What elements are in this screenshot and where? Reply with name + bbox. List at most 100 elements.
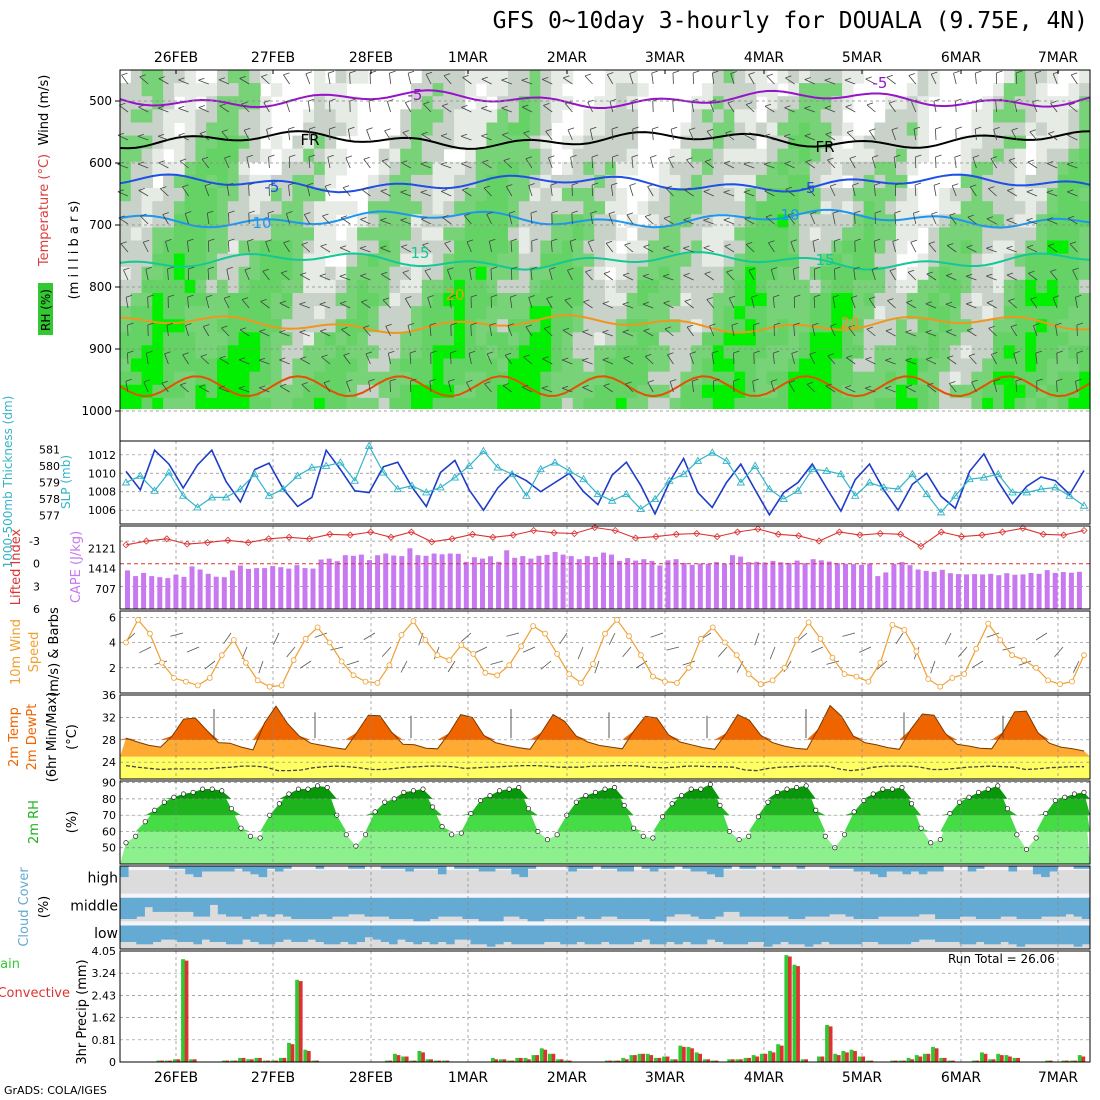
li-marker [489, 533, 497, 541]
rh-cell [712, 358, 725, 373]
rh-cell [1079, 135, 1091, 150]
wind10-barb [958, 646, 968, 658]
rh-cell [249, 188, 261, 202]
wind-barb [868, 298, 876, 309]
wind-barb [726, 269, 733, 273]
rh-cell [691, 384, 703, 399]
wind-barb [1032, 101, 1038, 113]
rh-cell [281, 358, 294, 373]
rh-cell [1057, 188, 1070, 202]
wind-barb [201, 156, 209, 160]
rh-cell [206, 358, 218, 373]
rh-cell [745, 384, 757, 399]
rh-cell [389, 279, 401, 294]
rh-cell [497, 240, 509, 255]
wind-barb [629, 73, 634, 85]
rh-cell [1079, 227, 1091, 242]
li-marker [346, 531, 354, 539]
wind10-barb [842, 632, 856, 637]
thickness-marker [636, 504, 646, 513]
wind-barb [501, 77, 508, 81]
precip-convective-bar [437, 1060, 442, 1062]
rh-cell [238, 253, 250, 268]
rh-cell [270, 201, 283, 215]
rh-cell [1003, 253, 1016, 268]
wind-barb [664, 328, 674, 337]
wind-barb [138, 188, 145, 191]
rh-cell [400, 227, 412, 242]
rh-cell [702, 358, 714, 373]
rh-cell [852, 135, 865, 150]
rh-cell [1046, 397, 1059, 412]
rh-cell [572, 148, 585, 163]
precip-convective-bar [502, 1059, 507, 1062]
wind-barb [1034, 70, 1042, 74]
wind-barb [865, 358, 876, 365]
wind-barb [322, 215, 331, 225]
li-marker [632, 534, 640, 542]
rh-cell [1025, 188, 1037, 202]
rh-cell [702, 83, 714, 97]
cape-bar [713, 562, 719, 609]
rh-cell [1068, 83, 1080, 97]
rh-cell [227, 240, 240, 255]
cape-bar [205, 573, 211, 609]
rh-cell [820, 201, 832, 215]
wind-barb [608, 213, 614, 225]
precip-total-bar [686, 1046, 691, 1062]
rh-cell [852, 214, 865, 228]
wind-barb [286, 99, 293, 102]
wind-barb [869, 128, 876, 132]
rh-cell [755, 371, 768, 386]
rh-cell [540, 227, 552, 242]
rh-cell [389, 358, 401, 373]
wind-barb [400, 219, 411, 225]
precip-convective-bar [731, 1059, 735, 1062]
rh-cell [723, 253, 735, 268]
wind-barb [643, 328, 650, 332]
wind-barb [910, 242, 917, 253]
rh2m-marker [755, 814, 761, 820]
rh-cell [993, 188, 1005, 202]
precip-convective-bar [559, 1059, 564, 1062]
wind-barb [241, 101, 248, 105]
rh-cell [314, 174, 326, 189]
rh-cell [658, 319, 671, 333]
cloud-bar [217, 925, 227, 942]
rh-cell [755, 83, 768, 97]
wind-barb [784, 161, 791, 164]
wind-barb [339, 273, 346, 277]
rh-cell [432, 371, 444, 386]
rh-cell [863, 266, 876, 281]
rh-cell [540, 358, 552, 373]
wind-barb [550, 240, 553, 253]
wind-barb [946, 357, 957, 365]
precip-total-bar [1004, 1055, 1009, 1062]
rh-cell [820, 96, 832, 110]
cloud-bar [454, 897, 463, 917]
rh-cell [335, 122, 347, 137]
wind10-barb [223, 632, 232, 644]
cloud-bar [315, 897, 325, 919]
wind-barb [768, 242, 775, 253]
rh-cell [141, 83, 153, 97]
rh-cell [583, 319, 595, 333]
rh-cell [809, 201, 822, 215]
rh-cell [378, 227, 391, 242]
rh-cell [658, 161, 671, 176]
cape-bar [657, 565, 663, 609]
wind-barb [751, 297, 755, 309]
cloud-bar [356, 866, 365, 869]
precip-convective-bar [975, 1060, 980, 1062]
rh-cell [281, 384, 294, 399]
rh-cell [324, 96, 337, 110]
wind-barb [562, 329, 573, 337]
rh-cell [163, 109, 175, 123]
wind-barb [346, 381, 351, 393]
rh-cell [486, 174, 498, 189]
rh-cell [669, 188, 682, 202]
rh-cell [680, 227, 692, 242]
wind-barb [668, 155, 675, 159]
wind-barb [224, 155, 231, 159]
rh-cell [917, 358, 929, 373]
